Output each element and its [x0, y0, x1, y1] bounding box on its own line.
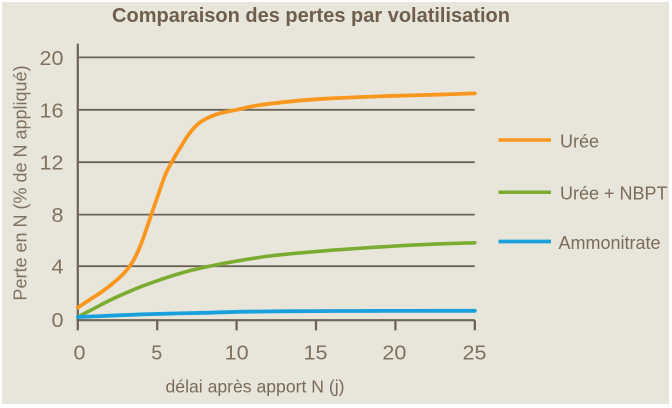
svg-text:8: 8 — [52, 204, 64, 227]
svg-text:12: 12 — [40, 152, 64, 175]
svg-text:Urée + NBPT: Urée + NBPT — [560, 184, 668, 204]
svg-text:Comparaison des pertes par vol: Comparaison des pertes par volatilisatio… — [112, 5, 510, 27]
svg-text:0: 0 — [74, 342, 86, 365]
svg-text:Ammonitrate: Ammonitrate — [559, 233, 661, 253]
svg-text:délai après apport N (j): délai après apport N (j) — [166, 377, 345, 397]
svg-text:0: 0 — [52, 309, 64, 332]
svg-text:4: 4 — [52, 256, 64, 279]
svg-text:Perte en N (% de N appliqué): Perte en N (% de N appliqué) — [11, 65, 31, 300]
svg-text:10: 10 — [225, 342, 249, 365]
svg-text:15: 15 — [304, 342, 328, 365]
svg-text:20: 20 — [40, 47, 64, 70]
svg-text:16: 16 — [40, 99, 64, 122]
svg-text:25: 25 — [463, 342, 487, 365]
svg-text:Urée: Urée — [560, 132, 599, 152]
svg-text:5: 5 — [151, 342, 162, 365]
svg-text:20: 20 — [382, 342, 406, 365]
